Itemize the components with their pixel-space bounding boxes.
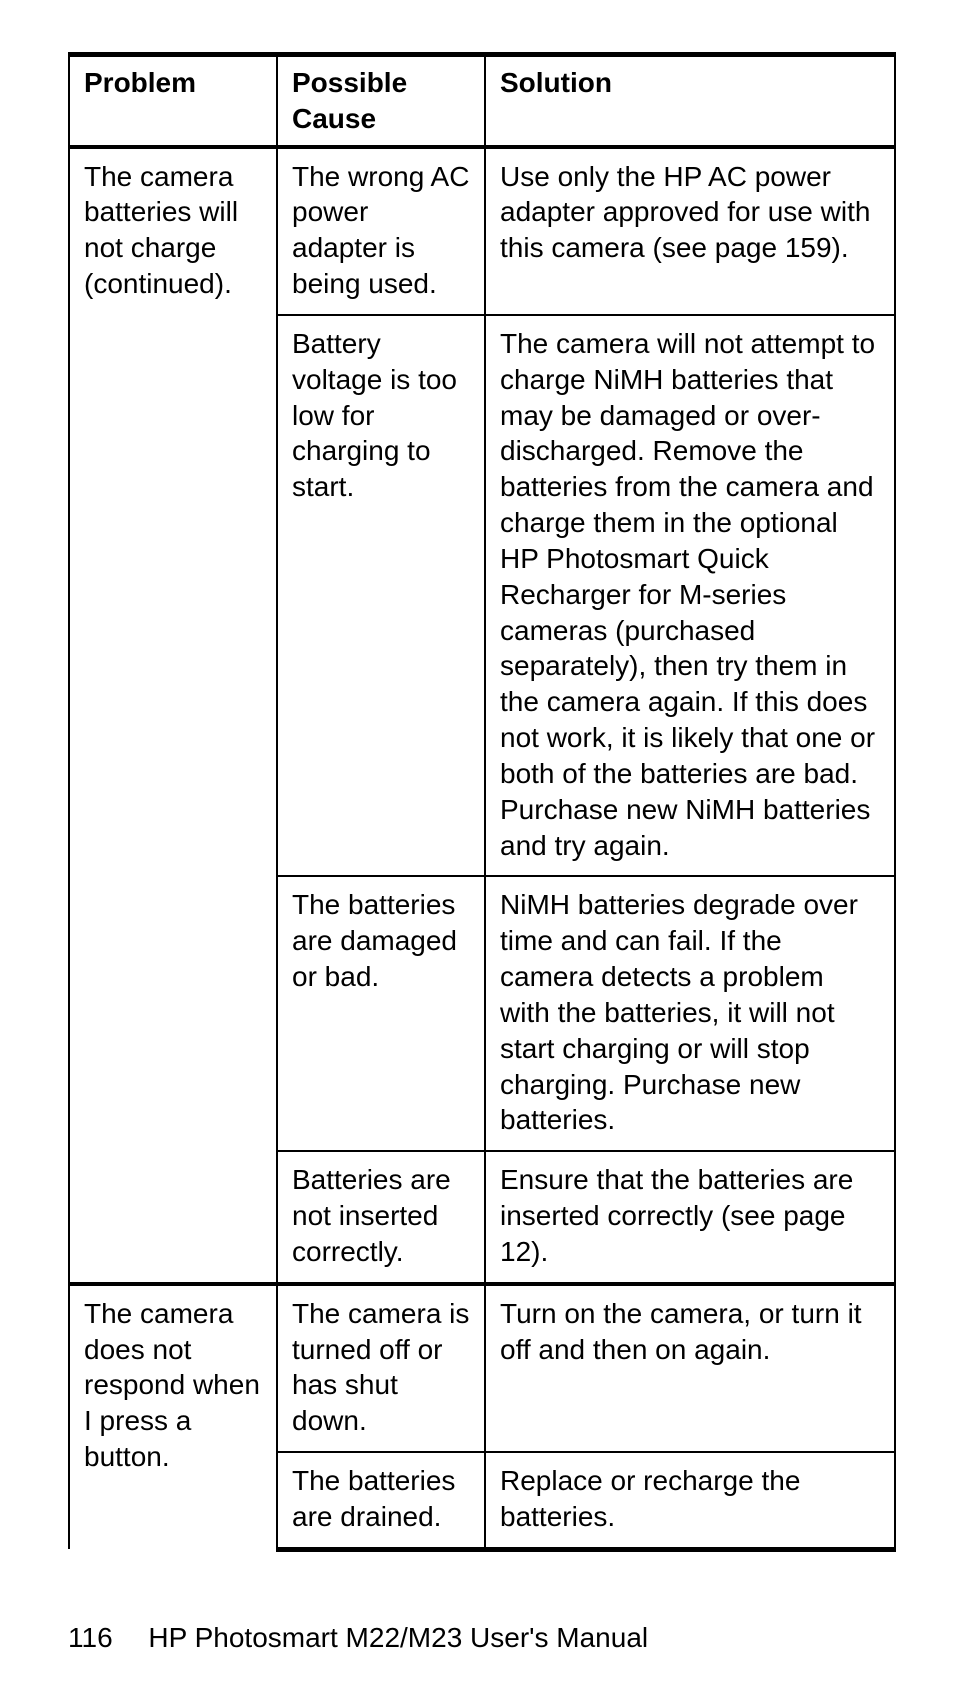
header-cause: Possible Cause [277,55,485,147]
problem-cell-no-respond: The camera does not respond when I press… [69,1284,277,1549]
header-solution: Solution [485,55,895,147]
table-row: The camera batteries will not charge (co… [69,147,895,315]
solution-cell: Ensure that the batteries are inserted c… [485,1151,895,1283]
cause-cell: The camera is turned off or has shut dow… [277,1284,485,1452]
table-row: The camera does not respond when I press… [69,1284,895,1452]
problem-text-bold: The camera batteries will not charge [84,161,238,264]
solution-cell: Turn on the camera, or turn it off and t… [485,1284,895,1452]
page-container: Problem Possible Cause Solution The came… [0,0,954,1694]
cause-cell: The batteries are damaged or bad. [277,876,485,1151]
page-footer: 116 HP Photosmart M22/M23 User's Manual [68,1622,896,1654]
solution-cell: Use only the HP AC power adapter approve… [485,147,895,315]
solution-cell: The camera will not attempt to charge Ni… [485,315,895,876]
table-header-row: Problem Possible Cause Solution [69,55,895,147]
troubleshooting-table: Problem Possible Cause Solution The came… [68,52,896,1552]
cause-cell: The wrong AC power adapter is being used… [277,147,485,315]
solution-cell: NiMH batteries degrade over time and can… [485,876,895,1151]
problem-text-bold: The camera does not respond when I press… [84,1298,260,1472]
cause-cell: Battery voltage is too low for charging … [277,315,485,876]
cause-cell: Batteries are not inserted correctly. [277,1151,485,1283]
problem-text-plain: (continued). [84,268,232,299]
solution-cell: Replace or recharge the batteries. [485,1452,895,1549]
page-number: 116 [68,1622,113,1654]
header-problem: Problem [69,55,277,147]
cause-cell: The batteries are drained. [277,1452,485,1549]
manual-title: HP Photosmart M22/M23 User's Manual [148,1622,648,1653]
problem-cell-batteries: The camera batteries will not charge (co… [69,147,277,1284]
